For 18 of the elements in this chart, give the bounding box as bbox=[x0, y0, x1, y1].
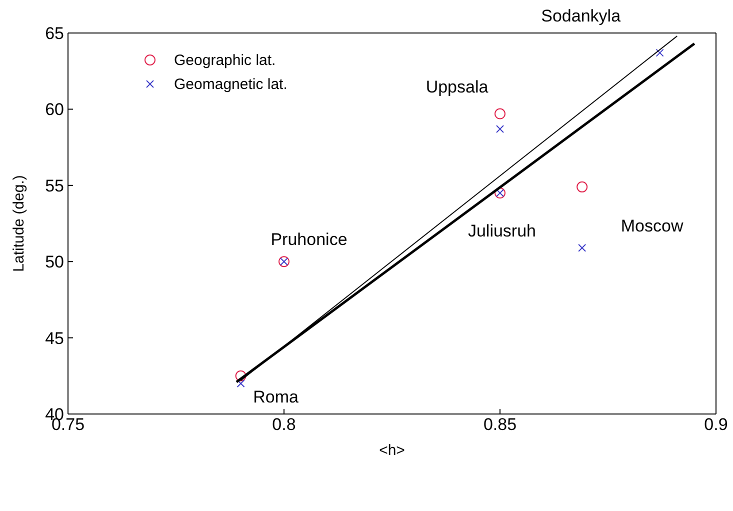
annotation: Moscow bbox=[620, 216, 684, 236]
annotation: Juliusruh bbox=[468, 222, 536, 241]
y-axis-title: Latitude (deg.) bbox=[10, 175, 28, 272]
annotation: Pruhonice bbox=[270, 230, 348, 250]
y-tick-label: 55 bbox=[45, 176, 64, 196]
x-tick-label: 0.8 bbox=[272, 415, 296, 434]
annotation: Uppsala bbox=[426, 77, 489, 96]
y-tick-label: 50 bbox=[45, 252, 64, 272]
legend-label: Geographic lat. bbox=[174, 52, 276, 68]
annotation: Sodankyla bbox=[541, 6, 622, 26]
x-tick-label: 0.85 bbox=[483, 415, 517, 434]
y-tick-label: 65 bbox=[45, 24, 64, 44]
y-tick-label: 60 bbox=[45, 100, 64, 120]
y-tick-label: 45 bbox=[45, 328, 64, 348]
x-tick-label: 0.9 bbox=[704, 415, 728, 434]
annotation: Roma bbox=[253, 387, 300, 406]
legend-label: Geomagnetic lat. bbox=[174, 76, 288, 92]
x-axis-title: <h> bbox=[379, 442, 406, 459]
